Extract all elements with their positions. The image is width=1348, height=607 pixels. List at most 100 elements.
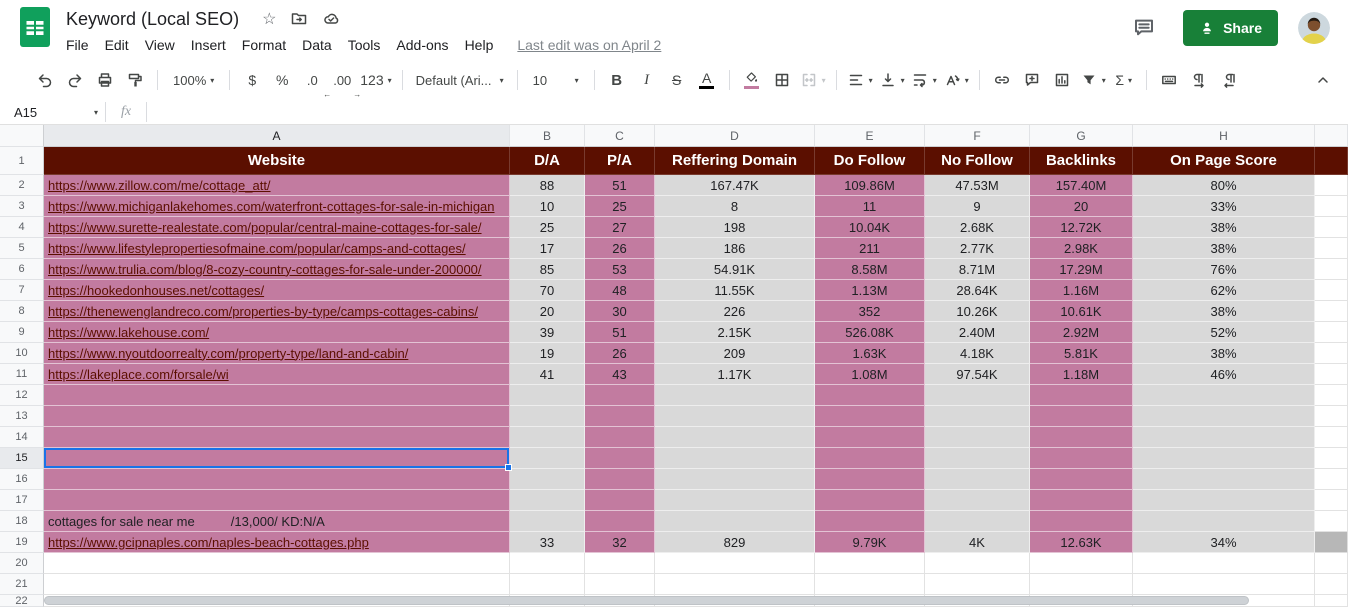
cell-F19[interactable]: 4K (925, 532, 1030, 553)
cell-F17[interactable] (925, 490, 1030, 511)
column-header-D[interactable]: D (655, 125, 815, 147)
cell-C5[interactable]: 26 (585, 238, 655, 259)
cell-E13[interactable] (815, 406, 925, 427)
cell-E8[interactable]: 352 (815, 301, 925, 322)
cell-D11[interactable]: 1.17K (655, 364, 815, 385)
cell-G18[interactable] (1030, 511, 1133, 532)
cell-B19[interactable]: 33 (510, 532, 585, 553)
cell-D4[interactable]: 198 (655, 217, 815, 238)
text-direction-rtl-button[interactable] (1214, 67, 1244, 93)
cell-A18[interactable]: cottages for sale near me /13,000/ KD:N/… (44, 511, 510, 532)
cell-H12[interactable] (1133, 385, 1315, 406)
comment-history-icon[interactable] (1132, 16, 1156, 40)
cell-E9[interactable]: 526.08K (815, 322, 925, 343)
cell-H9[interactable]: 52% (1133, 322, 1315, 343)
cell-D21[interactable] (655, 574, 815, 595)
cell-F18[interactable] (925, 511, 1030, 532)
row-header-3[interactable]: 3 (0, 196, 44, 217)
row-header-1[interactable]: 1 (0, 147, 44, 175)
functions-button[interactable]: Σ ▾ (1115, 72, 1133, 88)
row-header-16[interactable]: 16 (0, 469, 44, 490)
cell-H18[interactable] (1133, 511, 1315, 532)
cell-B6[interactable]: 85 (510, 259, 585, 280)
cell-H4[interactable]: 38% (1133, 217, 1315, 238)
cell-C17[interactable] (585, 490, 655, 511)
cell-F4[interactable]: 2.68K (925, 217, 1030, 238)
cell-C13[interactable] (585, 406, 655, 427)
cell-D14[interactable] (655, 427, 815, 448)
vertical-align-button[interactable]: ▾ (876, 67, 908, 93)
cell-C2[interactable]: 51 (585, 175, 655, 196)
row-header-18[interactable]: 18 (0, 511, 44, 532)
redo-button[interactable] (60, 67, 90, 93)
cell-H6[interactable]: 76% (1133, 259, 1315, 280)
cell-B10[interactable]: 19 (510, 343, 585, 364)
cell-F2[interactable]: 47.53M (925, 175, 1030, 196)
cell-H10[interactable]: 38% (1133, 343, 1315, 364)
format-currency-button[interactable]: $ (248, 72, 257, 88)
cell-B4[interactable]: 25 (510, 217, 585, 238)
cell-C6[interactable]: 53 (585, 259, 655, 280)
cell-E14[interactable] (815, 427, 925, 448)
cell-B16[interactable] (510, 469, 585, 490)
cell-C12[interactable] (585, 385, 655, 406)
cell-B1[interactable]: D/A (510, 147, 585, 175)
menu-file[interactable]: File (66, 37, 89, 53)
row-header-17[interactable]: 17 (0, 490, 44, 511)
cell-B14[interactable] (510, 427, 585, 448)
font-select[interactable]: Default (Ari... ▾ (415, 72, 504, 88)
hide-menus-button[interactable] (1308, 67, 1338, 93)
cell-F7[interactable]: 28.64K (925, 280, 1030, 301)
insert-chart-button[interactable] (1047, 67, 1077, 93)
row-header-19[interactable]: 19 (0, 532, 44, 553)
font-size-select[interactable]: 10 ▾ (532, 72, 579, 88)
cell-G4[interactable]: 12.72K (1030, 217, 1133, 238)
cell-D8[interactable]: 226 (655, 301, 815, 322)
cell-F5[interactable]: 2.77K (925, 238, 1030, 259)
cell-B15[interactable] (510, 448, 585, 469)
cell-H7[interactable]: 62% (1133, 280, 1315, 301)
cell-E18[interactable] (815, 511, 925, 532)
cell-G1[interactable]: Backlinks (1030, 147, 1133, 175)
last-edit-link[interactable]: Last edit was on April 2 (517, 37, 662, 53)
cell-H16[interactable] (1133, 469, 1315, 490)
cell-A3[interactable]: https://www.michiganlakehomes.com/waterf… (44, 196, 510, 217)
italic-button[interactable]: I (644, 71, 650, 88)
cell-H15[interactable] (1133, 448, 1315, 469)
cell-E6[interactable]: 8.58M (815, 259, 925, 280)
share-button[interactable]: Share (1183, 10, 1278, 46)
cell-H2[interactable]: 80% (1133, 175, 1315, 196)
cell-B5[interactable]: 17 (510, 238, 585, 259)
cell-G21[interactable] (1030, 574, 1133, 595)
cell-D18[interactable] (655, 511, 815, 532)
row-header-11[interactable]: 11 (0, 364, 44, 385)
cell-G10[interactable]: 5.81K (1030, 343, 1133, 364)
cell-E20[interactable] (815, 553, 925, 574)
cell-D17[interactable] (655, 490, 815, 511)
cell-A10[interactable]: https://www.nyoutdoorrealty.com/property… (44, 343, 510, 364)
input-tools-button[interactable] (1154, 67, 1184, 93)
row-header-20[interactable]: 20 (0, 553, 44, 574)
cell-D16[interactable] (655, 469, 815, 490)
cell-C19[interactable]: 32 (585, 532, 655, 553)
cell-B13[interactable] (510, 406, 585, 427)
cell-E5[interactable]: 211 (815, 238, 925, 259)
filter-button[interactable]: ▾ (1077, 67, 1109, 93)
cell-A9[interactable]: https://www.lakehouse.com/ (44, 322, 510, 343)
cell-link-text[interactable]: https://www.lifestylepropertiesofmaine.c… (48, 240, 466, 256)
cell-G19[interactable]: 12.63K (1030, 532, 1133, 553)
row-header-8[interactable]: 8 (0, 301, 44, 322)
sheets-logo-icon[interactable] (20, 7, 50, 52)
avatar[interactable] (1298, 12, 1330, 44)
column-header-E[interactable]: E (815, 125, 925, 147)
cell-link-text[interactable]: https://www.trulia.com/blog/8-cozy-count… (48, 261, 482, 277)
cell-D1[interactable]: Reffering Domain (655, 147, 815, 175)
cell-F13[interactable] (925, 406, 1030, 427)
cell-C11[interactable]: 43 (585, 364, 655, 385)
cell-D5[interactable]: 186 (655, 238, 815, 259)
formula-input[interactable] (154, 100, 1348, 124)
menu-view[interactable]: View (144, 37, 175, 53)
cell-F20[interactable] (925, 553, 1030, 574)
cell-B12[interactable] (510, 385, 585, 406)
row-header-15[interactable]: 15 (0, 448, 44, 469)
